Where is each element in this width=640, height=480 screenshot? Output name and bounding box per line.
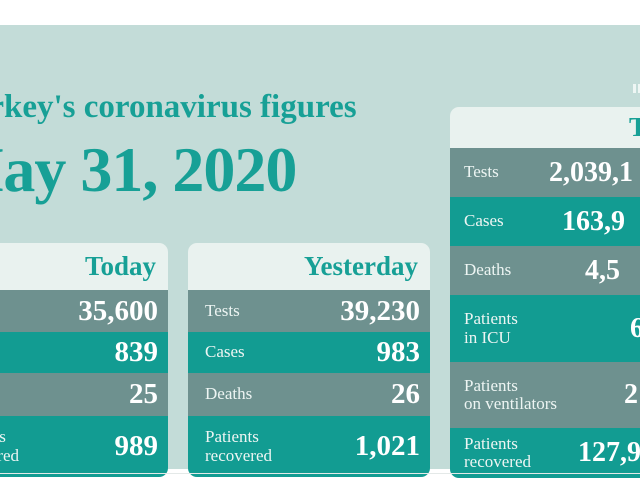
- yesterday-deaths-label: Deaths: [205, 384, 253, 404]
- today-recovered-row: Patients recovered 989: [0, 416, 168, 477]
- yesterday-deaths-value: 26: [391, 378, 420, 410]
- yesterday-cases-label: Cases: [205, 342, 245, 362]
- total-deaths-label: Deaths: [464, 260, 512, 280]
- total-cases-value: 163,9: [562, 205, 625, 237]
- total-recovered-label: Patients recovered: [464, 433, 532, 471]
- yesterday-recovered-row: Patients recovered 1,021: [188, 416, 430, 477]
- total-panel: Total Tests 2,039,1 Cases 163,9 Deaths 4…: [450, 107, 640, 478]
- yesterday-tests-value: 39,230: [340, 294, 420, 327]
- yesterday-panel-header: Yesterday: [188, 243, 430, 290]
- total-icu-row: Patients in ICU 6: [450, 295, 640, 362]
- today-tests-row: Tests 35,600: [0, 290, 168, 332]
- total-recovered-row: Patients recovered 127,9: [450, 428, 640, 478]
- yesterday-recovered-label: Patients recovered: [205, 427, 273, 465]
- bottom-divider: [0, 473, 640, 474]
- today-cases-row: Cases 839: [0, 332, 168, 373]
- today-recovered-value: 989: [114, 430, 159, 462]
- total-icu-value: 6: [630, 312, 640, 344]
- total-ventilators-label: Patients on ventilators: [464, 375, 558, 413]
- total-deaths-row: Deaths 4,5: [450, 246, 640, 295]
- today-panel-header: Today: [0, 243, 168, 290]
- today-recovered-label: Patients recovered: [0, 427, 20, 465]
- total-deaths-value: 4,5: [585, 254, 620, 286]
- total-ventilators-row: Patients on ventilators 2: [450, 362, 640, 428]
- total-tests-value: 2,039,1: [549, 156, 633, 188]
- total-cases-label: Cases: [464, 211, 504, 231]
- total-panel-header: Total: [450, 107, 640, 148]
- page-title: Turkey's coronavirus figures: [0, 89, 357, 125]
- yesterday-deaths-row: Deaths 26: [188, 373, 430, 416]
- infographic-background: Turkey's coronavirus figures May 31, 202…: [0, 25, 640, 478]
- yesterday-tests-row: Tests 39,230: [188, 290, 430, 332]
- yesterday-recovered-value: 1,021: [354, 430, 420, 462]
- yesterday-tests-label: Tests: [205, 300, 240, 320]
- total-tests-row: Tests 2,039,1: [450, 148, 640, 197]
- yesterday-cases-row: Cases 983: [188, 332, 430, 373]
- total-cases-row: Cases 163,9: [450, 197, 640, 246]
- total-tests-label: Tests: [464, 162, 499, 182]
- today-tests-value: 35,600: [78, 294, 158, 327]
- today-panel: Today Tests 35,600 Cases 839 Deaths 25 P…: [0, 243, 168, 477]
- today-deaths-value: 25: [129, 378, 158, 410]
- today-cases-value: 839: [114, 336, 159, 368]
- yesterday-panel: Yesterday Tests 39,230 Cases 983 Deaths …: [188, 243, 430, 477]
- today-deaths-row: Deaths 25: [0, 373, 168, 416]
- total-ventilators-value: 2: [624, 379, 638, 410]
- yesterday-cases-value: 983: [376, 336, 421, 368]
- total-icu-label: Patients in ICU: [464, 309, 518, 347]
- date-heading: May 31, 2020: [0, 134, 297, 205]
- total-recovered-value: 127,9: [578, 437, 640, 468]
- agency-watermark-icon: [633, 84, 640, 93]
